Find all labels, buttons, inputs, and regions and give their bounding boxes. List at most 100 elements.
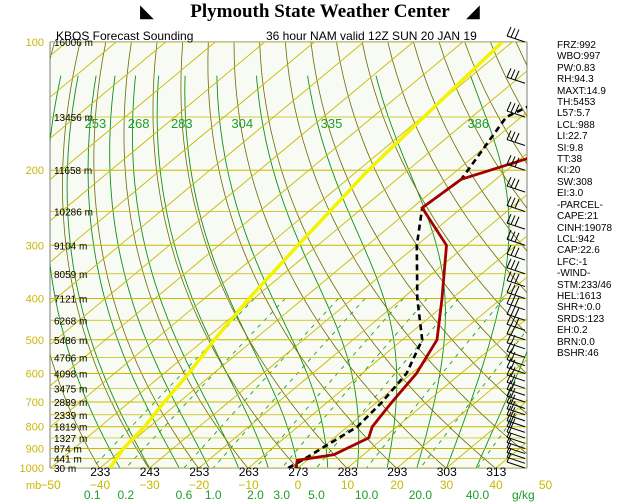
theta-label: 386 — [467, 116, 489, 131]
dry-adiabat-line — [619, 42, 640, 468]
stat-line: SI:9.8 — [557, 142, 584, 154]
stat-line: BRN:0.0 — [557, 336, 595, 348]
height-label: 16006 m — [54, 38, 93, 49]
parcel-trace — [108, 42, 504, 468]
stat-line: HEL:1613 — [557, 290, 602, 302]
mixing-ratio-tick-label: 10.0 — [355, 488, 379, 502]
height-label: 11658 m — [54, 166, 92, 177]
wind-barb — [506, 405, 526, 422]
wind-barb — [506, 26, 526, 43]
theta-label: 273 — [288, 465, 308, 479]
wind-barbs — [506, 26, 526, 469]
wind-barb — [506, 196, 526, 212]
theta-label: 243 — [140, 465, 160, 479]
temperature-tick-label: 30 — [440, 478, 454, 492]
mixing-ratio-tick-label: 3.0 — [273, 488, 290, 502]
theta-label: 253 — [85, 116, 107, 131]
temperature-tick-label: 50 — [539, 478, 553, 492]
stat-line: LCL:988 — [557, 119, 595, 131]
stat-line: EH:0.2 — [557, 325, 588, 337]
height-label: 5486 m — [54, 336, 87, 347]
wind-barb — [506, 438, 526, 455]
wind-barb — [506, 433, 526, 449]
pressure-tick-label: 700 — [26, 397, 44, 409]
stat-line: TT:38 — [557, 154, 583, 166]
pressure-tick-label: 800 — [26, 422, 44, 434]
wind-barb — [506, 428, 526, 444]
stat-line: MAXT:14.9 — [557, 85, 606, 97]
stat-line: TH:5453 — [557, 97, 596, 109]
mixing-ratio-tick-label: 2.0 — [247, 488, 264, 502]
run-label: 36 hour NAM valid 12Z SUN 20 JAN 19 — [266, 29, 477, 43]
sounding-stats: FRZ:992 WBO:997 PW:0.83 RH:94.3 MAXT:14.9 TH:… — [557, 40, 612, 359]
temperature-tick-label: −10 — [238, 478, 259, 492]
stat-line: -PARCEL- — [557, 199, 603, 211]
wind-barb — [506, 448, 526, 464]
moist-adiabat-line — [216, 75, 329, 468]
pressure-tick-label: 500 — [26, 335, 44, 347]
theta-label: 293 — [387, 465, 407, 479]
mixing-ratio-tick-label: 0.6 — [176, 488, 193, 502]
theta-label: 233 — [90, 465, 110, 479]
theta-label: 268 — [128, 116, 150, 131]
temperature-tick-label: −50 — [40, 478, 61, 492]
height-label: 8059 m — [54, 270, 87, 281]
stat-line: RH:94.3 — [557, 74, 594, 86]
stat-line: CINH:19078 — [557, 222, 613, 234]
wind-barb — [506, 399, 526, 416]
mixing-ratio-tick-label: 40.0 — [466, 488, 490, 502]
temperature-tick-label: 40 — [489, 478, 503, 492]
wind-barb — [506, 258, 526, 275]
stat-line: CAP:22.6 — [557, 245, 600, 257]
temperature-tick-label: 20 — [390, 478, 404, 492]
height-label: 1819 m — [54, 423, 87, 434]
temperature-trace — [294, 157, 527, 468]
theta-label: 283 — [171, 116, 193, 131]
stat-line: L57:5.7 — [557, 108, 591, 120]
pressure-tick-label: 600 — [26, 368, 44, 380]
height-label: 30 m — [54, 464, 76, 475]
station-label: KBOS Forecast Sounding — [56, 29, 193, 43]
wind-barb — [506, 213, 526, 230]
moist-adiabat-line — [109, 75, 210, 468]
stat-line: WBO:997 — [557, 51, 601, 63]
wind-barb — [506, 417, 526, 433]
temperature-tick-label: 0 — [295, 478, 302, 492]
wind-barb — [506, 305, 526, 321]
moist-adiabat-line — [156, 75, 269, 468]
stat-line: SW:308 — [557, 176, 593, 188]
theta-label: 283 — [338, 465, 358, 479]
temperature-tick-label: 10 — [341, 478, 355, 492]
wind-barb — [506, 294, 526, 311]
theta-label: 335 — [321, 116, 343, 131]
pressure-unit-label: mb — [26, 480, 41, 492]
sounding-profiles — [108, 42, 527, 468]
height-label: 2889 m — [54, 398, 87, 409]
stat-line: FRZ:992 — [557, 40, 596, 51]
moist-adiabat-line — [256, 75, 360, 468]
mixing-ratio-tick-label: 5.0 — [308, 488, 325, 502]
pressure-tick-label: 400 — [26, 293, 44, 305]
mixing-ratio-tick-label: 0.2 — [117, 488, 134, 502]
wind-barb — [506, 283, 526, 299]
stat-line: PW:0.83 — [557, 62, 596, 74]
moist-adiabat-line — [87, 75, 180, 468]
height-label: 4098 m — [54, 369, 87, 380]
temperature-tick-label: −30 — [139, 478, 160, 492]
height-label: 2339 m — [54, 411, 87, 422]
theta-label: 304 — [231, 116, 253, 131]
stat-line: LCL:942 — [557, 233, 595, 245]
page-title: Plymouth State Weather Center — [0, 0, 640, 24]
stat-line: SHR+:0.0 — [557, 302, 601, 314]
wind-barb — [506, 315, 526, 331]
theta-label: 253 — [189, 465, 209, 479]
wind-flag-right-icon: ◢ — [466, 1, 480, 21]
height-label: 1327 m — [54, 434, 87, 445]
stat-line: EI:3.0 — [557, 188, 584, 200]
wind-barb — [506, 244, 526, 261]
moist-adiabat-line — [184, 75, 299, 468]
stat-line: CAPE:21 — [557, 211, 599, 223]
height-label: 6268 m — [54, 316, 87, 327]
height-label: 7121 m — [54, 294, 87, 305]
